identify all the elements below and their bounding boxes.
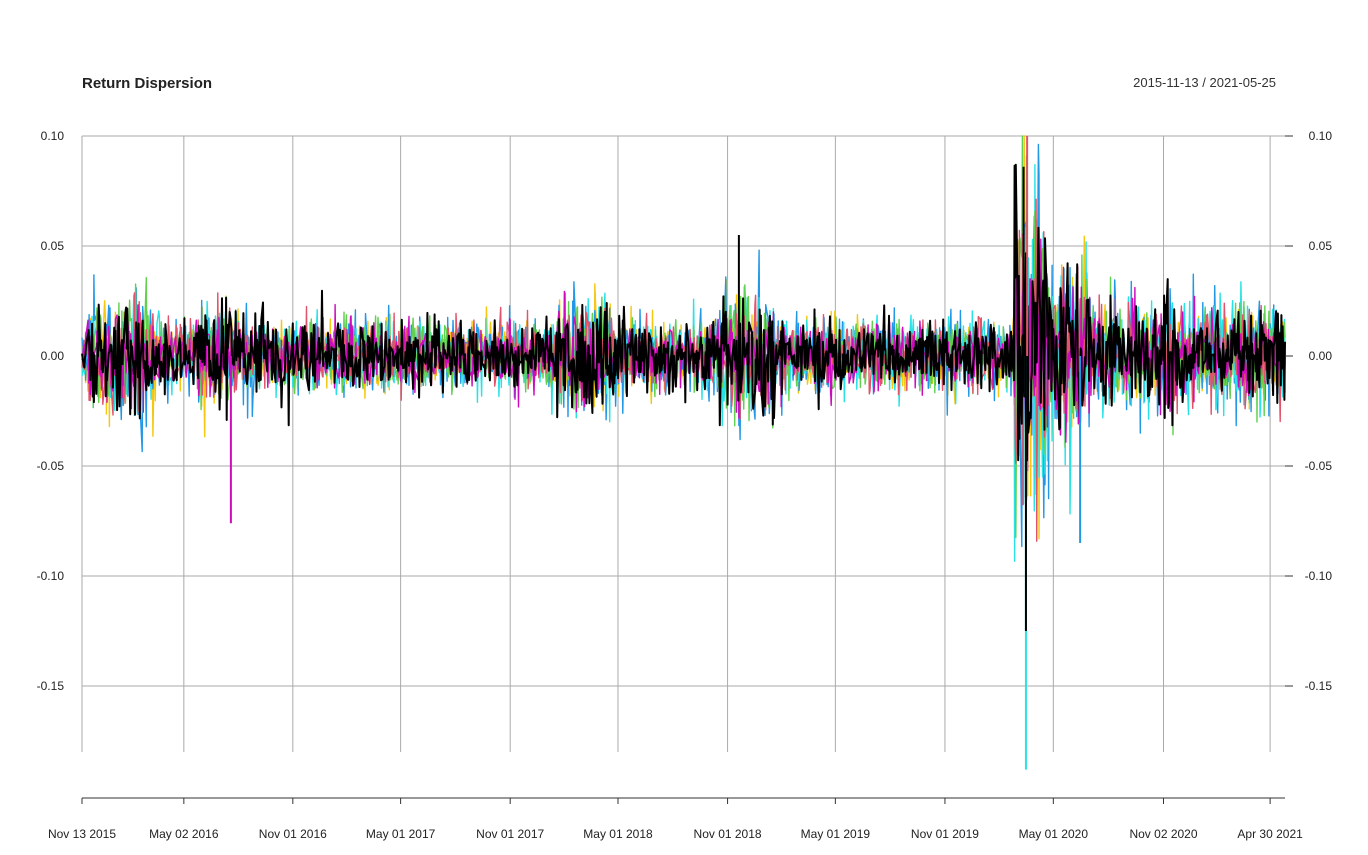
y-tick-label-right: 0.10 bbox=[1309, 129, 1333, 143]
x-tick-label: May 02 2016 bbox=[149, 827, 219, 841]
y-tick-label-right: -0.05 bbox=[1305, 459, 1333, 473]
y-tick-label-left: 0.05 bbox=[41, 239, 65, 253]
y-tick-label-left: -0.05 bbox=[37, 459, 65, 473]
y-tick-label-right: -0.15 bbox=[1305, 679, 1333, 693]
x-tick-label: May 01 2018 bbox=[583, 827, 653, 841]
grid-layer bbox=[81, 135, 1285, 752]
y-tick-label-right: -0.10 bbox=[1305, 569, 1333, 583]
axis-layer: 0.10 0.10 0.05 0.05 0.00 0.00 -0.05 -0.05 -0.10 -… bbox=[37, 129, 1333, 841]
x-tick-label: Nov 01 2019 bbox=[911, 827, 979, 841]
y-tick-label-left: 0.10 bbox=[41, 129, 65, 143]
x-tick-label: May 01 2019 bbox=[801, 827, 871, 841]
date-range-label: 2015-11-13 / 2021-05-25 bbox=[1133, 75, 1276, 90]
x-tick-label: Nov 01 2018 bbox=[694, 827, 762, 841]
x-tick-label: May 01 2017 bbox=[366, 827, 436, 841]
y-tick-label-right: 0.05 bbox=[1309, 239, 1333, 253]
x-tick-label: Nov 01 2017 bbox=[476, 827, 544, 841]
x-tick-label: May 01 2020 bbox=[1019, 827, 1089, 841]
x-tick-label: Apr 30 2021 bbox=[1237, 827, 1303, 841]
series-line-7 bbox=[81, 163, 1286, 462]
y-tick-label-left: -0.15 bbox=[37, 679, 65, 693]
y-tick-label-left: -0.10 bbox=[37, 569, 65, 583]
x-tick-label: Nov 01 2016 bbox=[259, 827, 327, 841]
x-tick-label: Nov 13 2015 bbox=[48, 827, 116, 841]
series-layer bbox=[81, 135, 1286, 770]
x-tick-label: Nov 02 2020 bbox=[1129, 827, 1197, 841]
y-tick-label-right: 0.00 bbox=[1309, 349, 1333, 363]
y-tick-label-left: 0.00 bbox=[41, 349, 65, 363]
chart-title: Return Dispersion bbox=[82, 75, 212, 92]
